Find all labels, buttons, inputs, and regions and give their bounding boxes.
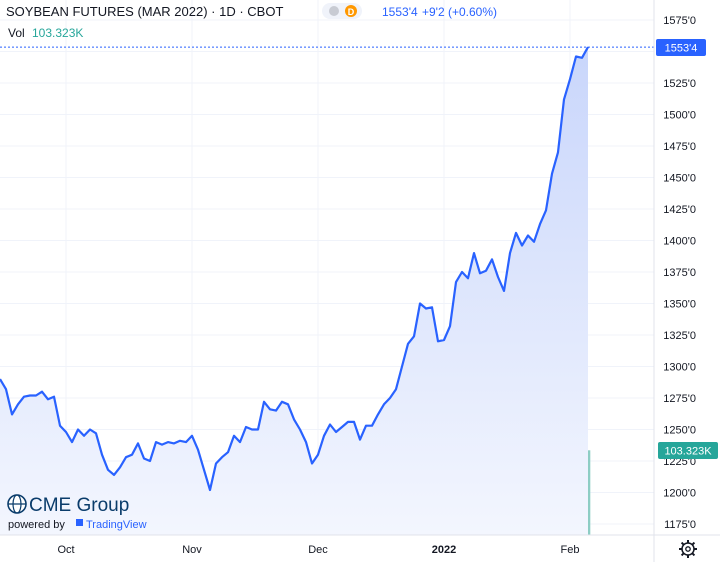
tradingview-logo-icon	[76, 519, 83, 526]
volume-tag-label: 103.323K	[664, 446, 712, 458]
y-tick-label: 1450'0	[663, 173, 696, 185]
y-tick-label: 1350'0	[663, 299, 696, 311]
tradingview-logo-text: TradingView	[86, 519, 147, 531]
y-tick-label: 1325'0	[663, 330, 696, 342]
settings-gear-icon[interactable]	[679, 540, 697, 558]
interval-badge[interactable]: D	[322, 3, 362, 19]
last-price-tag: 1553'4	[656, 39, 706, 56]
x-tick-label: Nov	[182, 544, 202, 556]
y-tick-label: 1500'0	[663, 110, 696, 122]
y-tick-label: 1400'0	[663, 236, 696, 248]
y-tick-label: 1375'0	[663, 267, 696, 279]
x-tick-label: 2022	[432, 544, 456, 556]
cme-logo-text: CME Group	[29, 495, 129, 516]
x-axis-ticks[interactable]: Oct Nov Dec 2022 Feb	[57, 544, 579, 556]
volume-label: Vol	[8, 26, 25, 40]
powered-by-label: powered by	[8, 519, 65, 531]
price-area-fill	[0, 47, 588, 535]
x-tick-label: Oct	[57, 544, 74, 556]
y-tick-label: 1525'0	[663, 78, 696, 90]
last-price-tag-label: 1553'4	[665, 43, 698, 55]
y-tick-label: 1300'0	[663, 362, 696, 374]
volume-tag: 103.323K	[658, 442, 718, 459]
cme-globe-icon	[7, 494, 27, 514]
y-tick-label: 1200'0	[663, 488, 696, 500]
x-tick-label: Dec	[308, 544, 328, 556]
y-tick-label: 1425'0	[663, 204, 696, 216]
chart-header: SOYBEAN FUTURES (MAR 2022) · 1D · CBOT D…	[6, 3, 497, 40]
y-tick-label: 1575'0	[663, 15, 696, 27]
interval-badge-label: D	[348, 7, 355, 17]
price-line	[0, 46, 589, 492]
symbol-title[interactable]: SOYBEAN FUTURES (MAR 2022) · 1D · CBOT	[6, 4, 283, 19]
market-status-icon	[329, 6, 339, 16]
y-tick-label: 1275'0	[663, 393, 696, 405]
y-tick-label: 1475'0	[663, 141, 696, 153]
x-tick-label: Feb	[561, 544, 580, 556]
y-tick-label: 1175'0	[664, 519, 696, 531]
volume-value: 103.323K	[32, 26, 83, 40]
price-change-readout: +9'2 (+0.60%)	[422, 5, 497, 19]
last-price-readout: 1553'4	[382, 5, 418, 19]
cme-branding[interactable]: CME Group powered by TradingView	[7, 494, 147, 531]
y-tick-label: 1250'0	[663, 425, 696, 437]
